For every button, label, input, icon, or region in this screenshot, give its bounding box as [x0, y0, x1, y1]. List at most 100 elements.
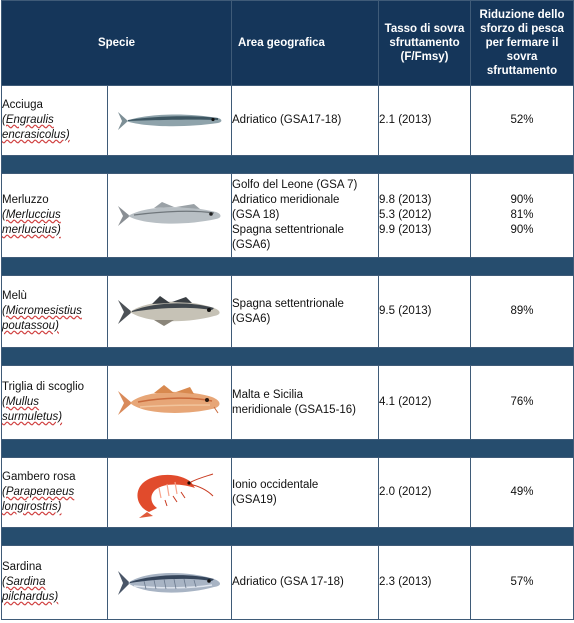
table-row: Gambero rosa (Parapenaeus longirostris) …	[1, 457, 574, 528]
table-row: Melù (Micromesistius poutassou) Spagna s…	[1, 275, 574, 348]
species-image-cell	[106, 457, 233, 528]
header-reduction-line: sforzo di pesca	[480, 23, 564, 35]
species-image-cell	[106, 545, 233, 620]
area-line: (GSA 18)	[232, 209, 280, 221]
header-reduction-line: Riduzione dello	[479, 9, 565, 21]
header-reduction-line: sfruttamento	[486, 65, 558, 77]
species-latin-name: (Parapenaeus	[2, 486, 75, 498]
species-latin-name: pilchardus)	[2, 591, 59, 603]
header-reduction: Riduzione dello sforzo di pesca per ferm…	[470, 0, 574, 86]
area-line: meridionale (GSA15-16)	[232, 403, 357, 416]
species-latin-name: merluccius)	[2, 224, 61, 236]
area-line: (GSA6)	[232, 312, 271, 325]
separator-row	[0, 527, 574, 546]
rate-value: 9.5 (2013)	[379, 305, 432, 317]
species-image-cell	[106, 85, 233, 156]
rate-cell: 2.1 (2013)	[378, 85, 472, 156]
area-cell: Golfo del Leone (GSA 7) Adriatico meridi…	[231, 173, 380, 258]
reduction-cell: 76%	[470, 365, 574, 440]
species-cell: Sardina (Sardina pilchardus)	[1, 545, 108, 620]
area-line: Spagna settentrionale	[232, 297, 344, 310]
area-cell: Ionio occidentale (GSA19)	[231, 457, 380, 528]
species-latin-name: (Sardina	[2, 576, 46, 588]
rate-value: 4.1 (2012)	[379, 396, 432, 408]
rate-cell: 9.5 (2013)	[378, 275, 472, 348]
reduction-value: 89%	[510, 305, 534, 317]
reduction-value: 90%	[510, 194, 534, 206]
area-line: Adriatico meridionale	[232, 194, 340, 206]
area-line: Adriatico (GSA 17-18)	[232, 576, 344, 588]
area-cell: Adriatico (GSA 17-18)	[231, 545, 380, 620]
species-latin-name: (Micromesistius	[2, 305, 82, 317]
separator-row	[0, 257, 574, 276]
reduction-cell: 89%	[470, 275, 574, 348]
reduction-value: 52%	[510, 114, 534, 126]
rate-value: 2.0 (2012)	[379, 486, 432, 498]
red-mullet-image	[117, 384, 219, 415]
hake-image	[117, 201, 220, 226]
species-image-cell	[106, 365, 233, 440]
species-latin-name: encrasicolus)	[2, 129, 70, 141]
separator-row	[0, 155, 574, 174]
table-row: Acciuga (Engraulis encrasicolus) Adriati…	[1, 85, 574, 156]
area-line: (GSA6)	[232, 239, 271, 251]
reduction-cell: 49%	[470, 457, 574, 528]
reduction-cell: 57%	[470, 545, 574, 620]
species-cell: Acciuga (Engraulis encrasicolus)	[1, 85, 108, 156]
species-common-name: Triglia di scoglio	[2, 381, 85, 393]
species-latin-name: (Engraulis	[2, 114, 54, 126]
area-line: (GSA19)	[232, 493, 277, 506]
table-row: Merluzzo (Merluccius merluccius) Golfo d…	[1, 173, 574, 258]
species-latin-name: (Mullus	[2, 396, 40, 408]
rate-value: 2.1 (2013)	[379, 114, 432, 126]
reduction-value: 81%	[510, 209, 534, 221]
species-common-name: Gambero rosa	[2, 471, 76, 483]
header-rate: Tasso di sovra sfruttamento (F/Fmsy)	[378, 0, 472, 86]
rate-value: 9.8 (2013)	[379, 194, 432, 206]
reduction-value: 57%	[510, 576, 534, 588]
header-rate-line: sfruttamento	[389, 37, 460, 49]
area-cell: Spagna settentrionale (GSA6)	[231, 275, 380, 348]
header-species: Specie	[0, 0, 233, 86]
separator-row	[0, 439, 574, 458]
species-cell: Gambero rosa (Parapenaeus longirostris)	[1, 457, 108, 528]
area-line: Ionio occidentale	[232, 478, 319, 491]
rate-cell: 2.0 (2012)	[378, 457, 472, 528]
rate-cell: 9.8 (2013) 5.3 (2012) 9.9 (2013)	[378, 173, 472, 258]
anchovy-image	[117, 111, 221, 130]
pink-shrimp-image	[136, 473, 213, 518]
table-row: Triglia di scoglio (Mullus surmuletus) M…	[1, 365, 574, 440]
species-common-name: Acciuga	[2, 99, 43, 111]
area-line: Spagna settentrionale	[232, 224, 344, 236]
area-cell: Adriatico (GSA17-18)	[231, 85, 380, 156]
species-cell: Merluzzo (Merluccius merluccius)	[1, 173, 108, 258]
species-latin-name: longirostris)	[2, 501, 62, 513]
reduction-value: 76%	[510, 396, 534, 408]
separator-row	[0, 347, 574, 366]
species-cell: Melù (Micromesistius poutassou)	[1, 275, 108, 348]
species-common-name: Melù	[2, 290, 27, 302]
rate-value: 5.3 (2012)	[379, 209, 432, 221]
species-latin-name: (Merluccius	[2, 209, 61, 221]
species-common-name: Merluzzo	[2, 194, 49, 206]
area-line: Adriatico (GSA17-18)	[232, 114, 342, 126]
rate-value: 9.9 (2013)	[379, 224, 432, 236]
area-line: Golfo del Leone (GSA 7)	[232, 179, 358, 191]
area-cell: Malta e Sicilia meridionale (GSA15-16)	[231, 365, 380, 440]
table-row: Sardina (Sardina pilchardus) Adriatico (…	[1, 545, 574, 620]
header-reduction-line: sovra	[506, 51, 538, 63]
reduction-cell: 52%	[470, 85, 574, 156]
sardine-image	[117, 570, 220, 595]
species-common-name: Sardina	[2, 561, 42, 573]
species-cell: Triglia di scoglio (Mullus surmuletus)	[1, 365, 108, 440]
header-rate-line: Tasso di sovra	[384, 23, 465, 35]
species-latin-name: poutassou)	[2, 320, 59, 332]
species-image-cell	[106, 173, 233, 258]
header-row: Specie Area geografica Tasso di sovra sf…	[0, 0, 574, 86]
species-image-cell	[106, 275, 233, 348]
species-latin-name: surmuletus)	[2, 411, 63, 423]
reduction-value: 90%	[510, 224, 534, 236]
header-reduction-line: per fermare il	[485, 37, 559, 49]
rate-cell: 2.3 (2013)	[378, 545, 472, 620]
